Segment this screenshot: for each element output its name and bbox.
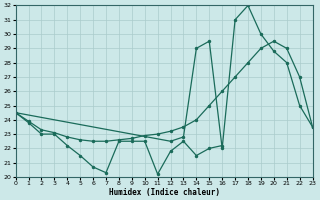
X-axis label: Humidex (Indice chaleur): Humidex (Indice chaleur) (108, 188, 220, 197)
